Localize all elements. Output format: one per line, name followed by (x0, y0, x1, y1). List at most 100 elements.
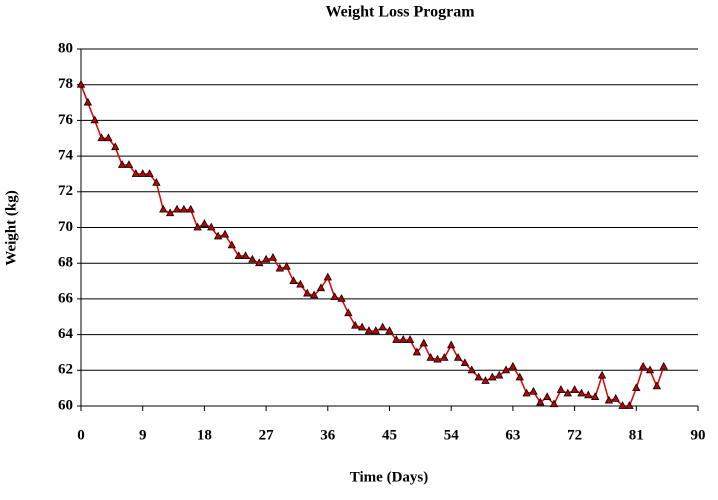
marker (590, 392, 600, 400)
y-tick-label: 70 (58, 219, 73, 235)
marker (323, 272, 332, 281)
marker (296, 279, 305, 288)
marker (351, 320, 360, 329)
y-tick-label: 68 (58, 255, 73, 271)
marker (213, 231, 223, 240)
chart-title: Weight Loss Program (325, 4, 475, 21)
marker (179, 204, 189, 213)
marker (97, 133, 106, 142)
marker (76, 79, 86, 88)
x-axis-label: Time (Days) (350, 469, 428, 485)
marker (172, 204, 182, 213)
marker (159, 204, 168, 213)
marker (577, 388, 586, 397)
marker (248, 254, 257, 263)
marker (261, 254, 271, 263)
marker (371, 326, 380, 334)
marker (453, 352, 463, 361)
marker (529, 386, 538, 395)
marker (645, 365, 655, 374)
marker (501, 365, 511, 374)
marker (597, 370, 607, 379)
y-tick-label: 66 (58, 290, 74, 306)
marker (549, 399, 559, 408)
marker (220, 229, 230, 238)
marker (227, 240, 236, 249)
y-tick-label: 64 (58, 326, 74, 342)
marker (234, 251, 243, 259)
y-tick-label: 72 (58, 183, 73, 199)
marker (90, 115, 99, 124)
marker (584, 390, 593, 399)
marker (111, 142, 120, 151)
marker (392, 335, 401, 343)
marker (399, 335, 408, 343)
marker (659, 361, 668, 370)
marker (474, 372, 483, 381)
marker (618, 401, 627, 409)
marker (638, 361, 648, 370)
marker (289, 276, 298, 284)
marker (207, 222, 216, 231)
marker (303, 288, 312, 297)
marker (275, 263, 284, 272)
x-tick-label: 90 (691, 427, 706, 443)
x-tick-label: 18 (197, 427, 212, 443)
x-tick-label: 9 (139, 427, 147, 443)
marker (152, 178, 161, 186)
marker (200, 219, 209, 227)
y-tick-label: 78 (58, 76, 73, 92)
marker (447, 340, 456, 349)
marker (83, 97, 93, 106)
marker (255, 258, 264, 267)
marker (193, 222, 202, 231)
marker (611, 394, 620, 402)
marker (515, 372, 524, 381)
marker (316, 283, 326, 292)
marker (412, 347, 422, 356)
x-tick-label: 27 (259, 427, 275, 443)
marker (268, 253, 278, 261)
marker (556, 385, 566, 393)
marker (488, 372, 497, 381)
marker (508, 361, 518, 370)
marker (467, 365, 476, 374)
marker (405, 335, 415, 343)
marker (344, 308, 353, 317)
marker (536, 397, 545, 406)
x-tick-label: 81 (629, 427, 644, 443)
x-tick-label: 54 (444, 427, 460, 443)
marker (522, 388, 531, 397)
marker (337, 294, 346, 302)
marker (357, 322, 367, 331)
y-tick-label: 62 (58, 362, 73, 378)
marker (186, 204, 195, 213)
marker (330, 292, 339, 301)
y-tick-label: 74 (58, 148, 74, 164)
x-tick-label: 36 (320, 427, 336, 443)
marker (241, 251, 250, 259)
x-tick-label: 63 (505, 427, 520, 443)
marker (104, 133, 113, 142)
marker (460, 358, 470, 367)
marker (165, 208, 175, 217)
y-axis-label: Weight (kg) (3, 190, 19, 265)
marker (433, 354, 442, 363)
data-line (80, 84, 665, 407)
marker (426, 352, 435, 361)
marker (124, 160, 134, 168)
x-tick-label: 45 (382, 427, 397, 443)
marker (117, 160, 127, 168)
marker (364, 326, 374, 334)
marker (543, 392, 552, 400)
marker (385, 326, 394, 334)
marker (632, 383, 641, 392)
marker (604, 395, 614, 404)
marker (652, 381, 662, 390)
y-tick-label: 80 (58, 40, 73, 56)
marker (378, 322, 387, 331)
y-tick-label: 76 (58, 112, 74, 128)
marker (131, 169, 141, 177)
x-tick-label: 72 (567, 427, 582, 443)
